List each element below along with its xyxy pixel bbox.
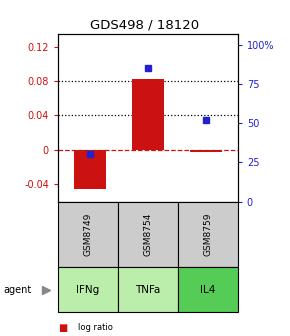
Text: log ratio: log ratio (78, 323, 113, 332)
Bar (190, 150, 222, 152)
Text: GSM8749: GSM8749 (84, 213, 93, 256)
Bar (74, 150, 106, 189)
Text: GDS498 / 18120: GDS498 / 18120 (90, 18, 200, 32)
Bar (132, 79, 164, 150)
Text: GSM8754: GSM8754 (143, 213, 153, 256)
Text: ■: ■ (58, 323, 67, 333)
Text: GSM8759: GSM8759 (203, 213, 212, 256)
Text: IFNg: IFNg (76, 285, 99, 295)
Text: agent: agent (3, 285, 31, 295)
Text: TNFa: TNFa (135, 285, 161, 295)
Text: IL4: IL4 (200, 285, 215, 295)
